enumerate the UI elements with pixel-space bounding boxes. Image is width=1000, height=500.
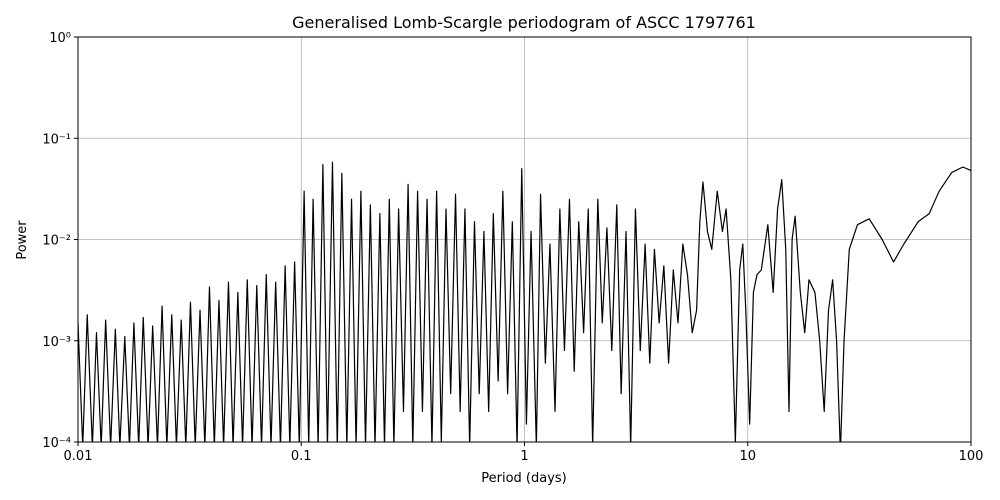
y-axis-label: Power (15, 220, 30, 260)
data-line (78, 161, 971, 442)
y-tick-label: 10⁻⁴ (42, 436, 71, 451)
y-tick-label: 10⁰ (49, 31, 71, 46)
chart-title: Generalised Lomb-Scargle periodogram of … (292, 13, 756, 32)
y-tick-label: 10⁻³ (42, 335, 71, 350)
x-tick-label: 1 (520, 449, 528, 464)
x-tick-label: 0.01 (64, 449, 93, 464)
ticks: 0.01 0.1 1 10 100 10⁻⁴ 10⁻³ 10⁻² 10⁻¹ 10⁰ (42, 31, 983, 464)
x-tick-label: 100 (959, 449, 984, 464)
x-axis-label: Period (days) (481, 471, 567, 486)
plot-area (78, 161, 971, 442)
y-tick-label: 10⁻¹ (42, 132, 71, 147)
y-tick-label: 10⁻² (42, 234, 71, 249)
x-tick-label: 10 (739, 449, 756, 464)
x-tick-label: 0.1 (291, 449, 312, 464)
